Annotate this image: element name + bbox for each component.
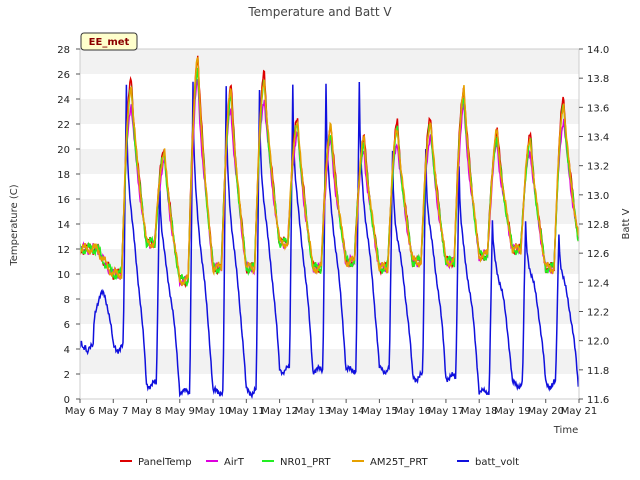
legend-entry: AM25T_PRT <box>370 457 429 468</box>
legend-entry: PanelTemp <box>138 457 192 468</box>
y2-tick-label: 11.6 <box>587 395 609 406</box>
series-layer <box>80 55 579 399</box>
x-tick-label: May 10 <box>195 406 232 417</box>
station-badge: EE_met <box>80 32 138 51</box>
x-tick-label: May 8 <box>131 406 161 417</box>
grid-band <box>80 249 579 274</box>
y-tick-label: 10 <box>57 270 70 281</box>
grid-band <box>80 299 579 324</box>
grid-band <box>80 274 579 299</box>
station-badge-label: EE_met <box>89 37 130 48</box>
y2-tick-label: 14.0 <box>587 45 609 56</box>
y-tick-label: 24 <box>57 95 70 106</box>
y-tick-label: 14 <box>57 220 70 231</box>
grid-band <box>80 74 579 99</box>
y2-tick-label: 12.6 <box>587 249 609 260</box>
y-tick-label: 12 <box>57 245 70 256</box>
y-axis-title: Temperature (C) <box>9 184 20 266</box>
legend-entry: NR01_PRT <box>280 457 331 468</box>
y2-tick-label: 13.2 <box>587 162 609 173</box>
y2-tick-label: 12.8 <box>587 220 609 231</box>
y2-tick-label: 12.4 <box>587 278 609 289</box>
x-tick-label: May 21 <box>561 406 598 417</box>
y2-tick-label: 13.0 <box>587 191 609 202</box>
y2-tick-label: 12.2 <box>587 308 609 319</box>
x-tick-label: May 19 <box>494 406 531 417</box>
x-tick-label: May 6 <box>65 406 95 417</box>
y-tick-label: 26 <box>57 70 70 81</box>
x-tick-label: May 13 <box>295 406 332 417</box>
y2-tick-label: 13.6 <box>587 103 609 114</box>
x-axis-title: Time <box>553 425 578 436</box>
series-line-am25t-prt <box>80 56 579 286</box>
x-tick-label: May 17 <box>428 406 465 417</box>
x-tick-label: May 11 <box>228 406 265 417</box>
y2-tick-label: 11.8 <box>587 366 609 377</box>
x-tick-label: May 14 <box>328 406 365 417</box>
grid-band <box>80 374 579 399</box>
y-tick-label: 20 <box>57 145 70 156</box>
legend-entry: AirT <box>224 457 245 468</box>
y2-tick-label: 12.0 <box>587 337 609 348</box>
y-tick-label: 0 <box>64 395 70 406</box>
y-tick-label: 2 <box>64 370 70 381</box>
series-line-batt-volt <box>80 81 579 399</box>
x-tick-label: May 12 <box>261 406 298 417</box>
grid-band <box>80 149 579 174</box>
x-tick-label: May 18 <box>461 406 498 417</box>
y-tick-label: 18 <box>57 170 70 181</box>
legend: PanelTemp AirT NR01_PRT AM25T_PRT batt_volt <box>120 457 519 468</box>
y2-tick-label: 13.8 <box>587 74 609 85</box>
x-tick-label: May 7 <box>98 406 128 417</box>
y-tick-label: 16 <box>57 195 70 206</box>
grid-band <box>80 49 579 74</box>
grid-band <box>80 324 579 349</box>
y-tick-label: 6 <box>64 320 70 331</box>
x-tick-label: May 20 <box>527 406 564 417</box>
y-axis-right: 11.6 11.8 12.0 12.2 12.4 12.6 12.8 13.0 13.2 13.4… <box>579 45 609 406</box>
y-tick-label: 8 <box>64 295 70 306</box>
y2-tick-label: 13.4 <box>587 133 609 144</box>
x-tick-label: May 15 <box>361 406 398 417</box>
y2-axis-title: Batt V <box>621 208 632 239</box>
y-tick-label: 4 <box>64 345 70 356</box>
x-tick-label: May 9 <box>165 406 195 417</box>
grid-bands <box>80 49 579 399</box>
legend-entry: batt_volt <box>475 457 519 468</box>
grid-band <box>80 349 579 374</box>
grid-band <box>80 99 579 124</box>
y-tick-label: 28 <box>57 45 70 56</box>
x-tick-label: May 16 <box>394 406 431 417</box>
y-tick-label: 22 <box>57 120 70 131</box>
grid-band <box>80 199 579 224</box>
chart-title: Temperature and Batt V <box>247 5 392 19</box>
